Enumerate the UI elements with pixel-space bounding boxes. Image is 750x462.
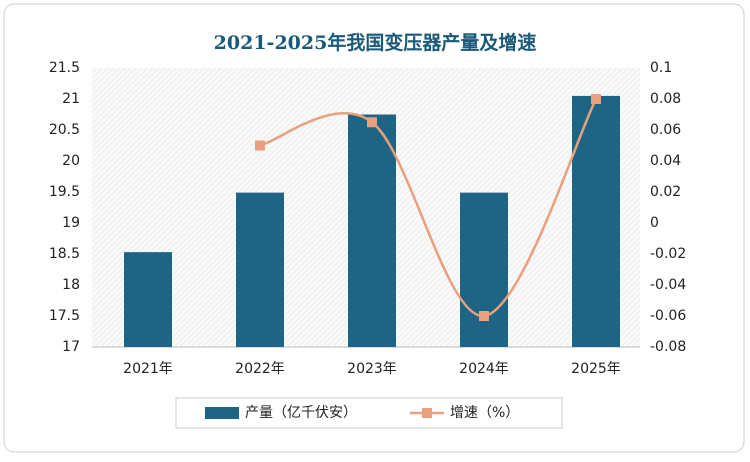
x-tick-label: 2024年: [459, 361, 509, 377]
y-tick-label: 21.5: [49, 60, 80, 76]
y2-tick-label: -0.02: [650, 246, 686, 262]
legend-label: 增速（%）: [450, 405, 519, 421]
y-tick-label: 18: [62, 277, 80, 293]
marker: [367, 117, 377, 128]
marker: [255, 140, 265, 151]
y-tick-label: 20: [62, 153, 80, 169]
bar: [124, 252, 172, 347]
legend-label: 产量（亿千伏安）: [245, 405, 357, 421]
y-tick-label: 20.5: [49, 122, 80, 138]
chart-title: 2021-2025年我国变压器产量及增速: [214, 31, 537, 54]
marker: [479, 311, 489, 321]
bar: [572, 95, 620, 348]
legend-box: [175, 397, 563, 429]
y2-tick-label: 0.04: [650, 153, 681, 169]
y2-tick-label: -0.06: [650, 308, 686, 324]
y2-tick-label: 0.06: [650, 122, 681, 138]
y2-tick-label: 0: [650, 215, 659, 231]
legend-swatch: [422, 408, 432, 418]
y-tick-label: 19.5: [49, 184, 80, 200]
y-tick-label: 17: [62, 339, 80, 355]
x-tick-label: 2025年: [571, 361, 621, 377]
y2-tick-label: 0.1: [650, 60, 672, 76]
bar: [348, 114, 396, 347]
y2-tick-label: 0.08: [650, 91, 681, 107]
x-tick-label: 2022年: [235, 361, 285, 377]
bar: [236, 192, 284, 347]
legend-swatch: [205, 407, 239, 419]
bar: [460, 192, 508, 347]
x-tick-label: 2023年: [347, 361, 397, 377]
y2-tick-label: -0.08: [650, 339, 686, 355]
line: [259, 98, 598, 318]
x-tick-label: 2021年: [123, 361, 173, 377]
marker: [591, 94, 601, 104]
y2-tick-label: -0.04: [650, 277, 686, 293]
y-tick-label: 21: [62, 91, 80, 107]
y-tick-label: 18.5: [49, 246, 80, 262]
y2-tick-label: 0.02: [650, 184, 681, 200]
y-tick-label: 17.5: [49, 308, 80, 324]
y-tick-label: 19: [62, 215, 80, 231]
